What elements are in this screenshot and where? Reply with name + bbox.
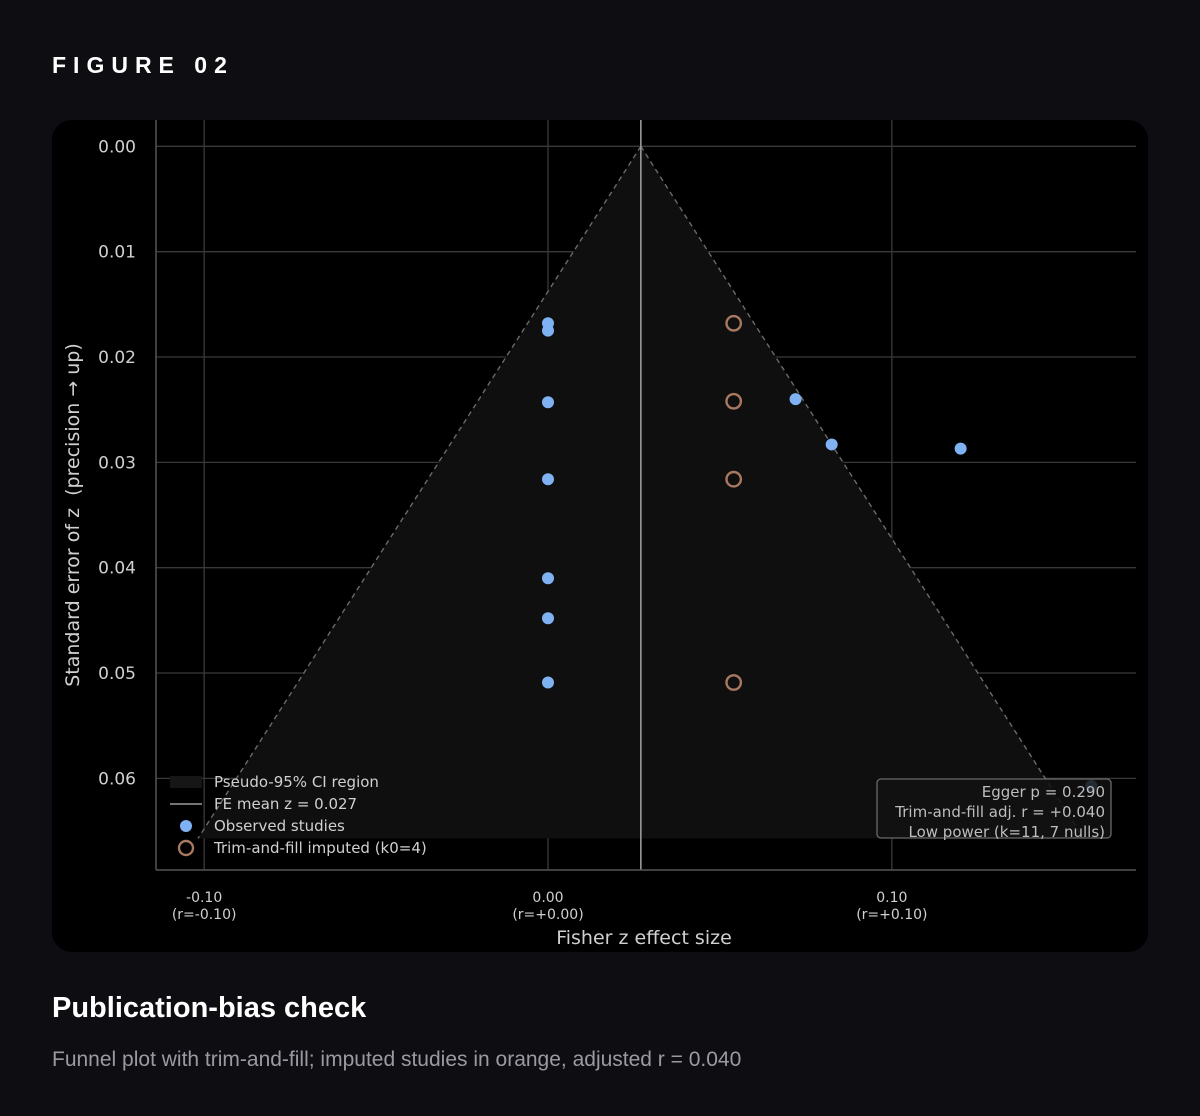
observed-study-point (542, 324, 554, 337)
imputed-study-point (725, 392, 743, 410)
data-points (542, 314, 1098, 792)
y-tick-label: 0.05 (98, 664, 136, 684)
funnel-left-edge (197, 145, 642, 839)
caption-subtitle: Funnel plot with trim-and-fill; imputed … (52, 1048, 742, 1071)
funnel-region (197, 120, 1085, 870)
legend-swatch-imputed (177, 839, 195, 857)
legend-entry-label: FE mean z = 0.027 (214, 795, 357, 813)
observed-study-point (542, 676, 554, 689)
figure-label: FIGURE 02 (52, 52, 234, 78)
y-axis-label: Standard error of z (precision → up) (62, 343, 84, 687)
legend: Pseudo-95% CI region FE mean z = 0.027 Obs… (170, 773, 427, 857)
y-tick-label: 0.03 (98, 453, 136, 473)
y-tick-label: 0.01 (98, 243, 136, 263)
imputed-study-point (725, 470, 743, 488)
x-axis-label: Fisher z effect size (556, 927, 732, 949)
y-tick-label: 0.00 (98, 137, 136, 157)
legend-swatch-ci-region (170, 776, 202, 788)
annotation-line: Egger p = 0.290 (982, 783, 1105, 801)
chart-card: 0.00 0.01 0.02 0.03 0.04 0.05 0.06 -0.10 (r=-0.1… (52, 120, 1148, 952)
y-tick-label: 0.06 (98, 769, 136, 789)
legend-entry-label: Trim-and-fill imputed (k0=4) (213, 839, 427, 857)
legend-swatch-observed (180, 820, 192, 832)
axes (155, 120, 1136, 871)
x-tick-sublabel: (r=+0.10) (856, 907, 927, 923)
x-tick-sublabel: (r=+0.00) (512, 907, 583, 923)
annotation-line: Low power (k=11, 7 nulls) (909, 823, 1106, 841)
tick-labels: 0.00 0.01 0.02 0.03 0.04 0.05 0.06 -0.10(r=-0.1… (98, 137, 927, 923)
observed-study-point (542, 396, 554, 409)
legend-entry-label: Pseudo-95% CI region (214, 773, 379, 791)
caption-title: Publication-bias check (52, 992, 367, 1024)
funnel-right-edge (640, 145, 1085, 839)
observed-study-point (789, 393, 802, 406)
annotation-line: Trim-and-fill adj. r = +0.040 (894, 803, 1105, 821)
legend-entry-label: Observed studies (214, 817, 345, 835)
observed-study-point (954, 442, 967, 455)
observed-study-point (825, 438, 838, 451)
y-tick-label: 0.02 (98, 348, 136, 368)
imputed-study-point (725, 674, 743, 691)
x-tick-label: 0.00 (532, 890, 563, 906)
x-tick-label: 0.10 (876, 890, 907, 906)
observed-study-point (542, 572, 554, 585)
observed-study-point (542, 473, 554, 486)
imputed-study-point (725, 314, 743, 332)
y-tick-label: 0.04 (98, 559, 136, 579)
x-tick-label: -0.10 (186, 890, 222, 906)
annotation-box (876, 778, 1112, 839)
x-tick-sublabel: (r=-0.10) (172, 907, 237, 923)
funnel-plot: 0.00 0.01 0.02 0.03 0.04 0.05 0.06 -0.10(r=-0.1… (62, 120, 1136, 949)
observed-study-point (542, 612, 554, 625)
stats-annotation: Egger p = 0.290 Trim-and-fill adj. r = +0… (876, 778, 1112, 841)
